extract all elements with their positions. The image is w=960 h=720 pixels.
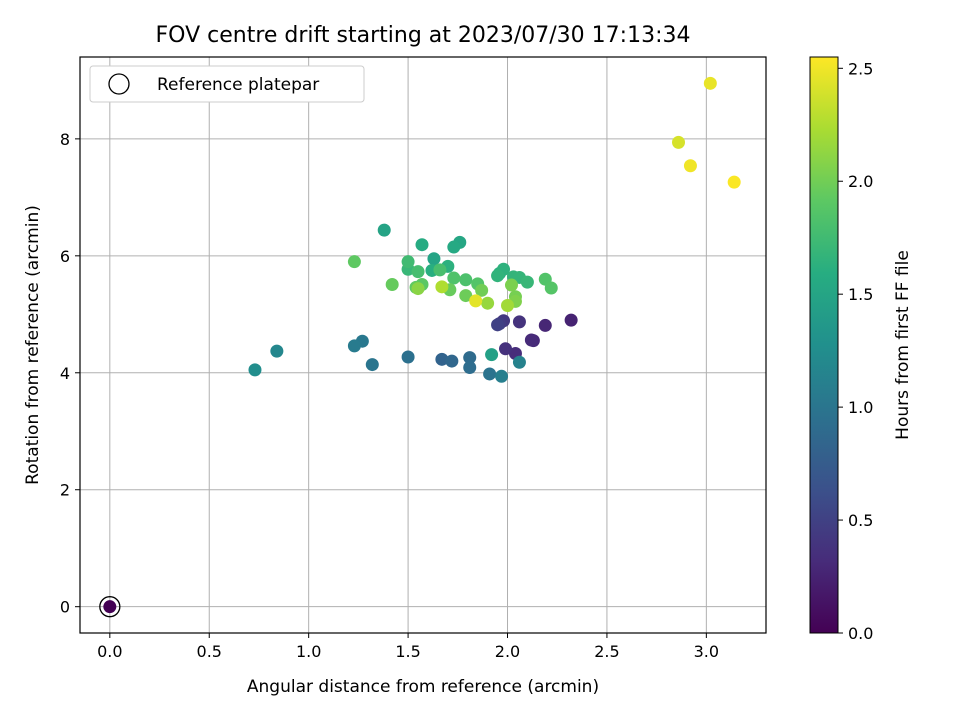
- data-point: [433, 263, 447, 277]
- data-point: [248, 363, 262, 377]
- colorbar-tick-label: 2.5: [848, 59, 873, 78]
- data-point: [544, 281, 558, 295]
- grid-lines: [80, 57, 766, 633]
- y-tick-label: 2: [60, 481, 70, 500]
- data-point: [459, 273, 473, 287]
- x-tick-label: 0.0: [97, 642, 122, 661]
- data-point: [481, 296, 495, 310]
- y-tick-label: 4: [60, 364, 70, 383]
- legend-box: [89, 65, 365, 103]
- data-point: [520, 275, 534, 289]
- data-point: [411, 282, 425, 296]
- colorbar-tick-label: 1.0: [848, 398, 873, 417]
- data-point: [459, 289, 473, 303]
- data-point: [463, 351, 477, 365]
- data-point: [445, 354, 459, 368]
- x-tick-label: 2.0: [495, 642, 520, 661]
- x-tick-label: 2.5: [594, 642, 619, 661]
- legend-marker-icon: [108, 73, 130, 95]
- data-point: [463, 361, 477, 375]
- chart-title: FOV centre drift starting at 2023/07/30 …: [156, 23, 691, 48]
- y-tick-label: 0: [60, 598, 70, 617]
- x-tick-label: 1.5: [395, 642, 420, 661]
- data-points: [99, 76, 741, 618]
- data-point: [499, 342, 513, 356]
- colorbar-ticks: 0.0 0.5 1.0 1.5 2.0 2.5: [838, 59, 873, 643]
- data-point: [475, 283, 489, 297]
- x-tick-label: 1.0: [296, 642, 321, 661]
- data-point: [427, 252, 441, 266]
- colorbar-tick-label: 2.0: [848, 172, 873, 191]
- data-point: [564, 313, 578, 327]
- colorbar-label: Hours from first FF file: [893, 250, 913, 440]
- data-point: [435, 280, 449, 294]
- data-point: [504, 278, 518, 292]
- data-point: [447, 271, 461, 285]
- data-point: [524, 333, 538, 347]
- x-tick-label: 0.5: [197, 642, 222, 661]
- y-tick-label: 8: [60, 130, 70, 149]
- data-point: [483, 367, 497, 381]
- colorbar-tick-label: 0.5: [848, 511, 873, 530]
- data-point: [385, 277, 399, 291]
- data-point: [347, 255, 361, 269]
- data-point: [447, 240, 461, 254]
- data-point: [501, 299, 515, 313]
- x-tick-label: 3.0: [694, 642, 719, 661]
- data-point: [491, 269, 505, 283]
- colorbar: [809, 56, 839, 634]
- colorbar-tick-label: 0.0: [848, 624, 873, 643]
- data-point: [270, 344, 284, 358]
- data-point: [495, 369, 509, 383]
- colorbar-tick-label: 1.5: [848, 285, 873, 304]
- y-axis-ticks: 0 2 4 6 8: [60, 130, 80, 617]
- plot-frame: [79, 56, 767, 634]
- data-point: [365, 358, 379, 372]
- data-point: [538, 318, 552, 332]
- data-point: [683, 159, 697, 173]
- data-point: [727, 175, 741, 189]
- data-point: [411, 265, 425, 279]
- x-axis-ticks: 0.0 0.5 1.0 1.5 2.0 2.5 3.0: [97, 633, 719, 661]
- reference-platepar-marker: [99, 596, 121, 618]
- data-point: [485, 348, 499, 362]
- data-point: [347, 339, 361, 353]
- data-point: [435, 352, 449, 366]
- data-point: [491, 318, 505, 332]
- y-axis-label: Rotation from reference (arcmin): [23, 205, 43, 485]
- legend: Reference platepar: [89, 65, 365, 103]
- data-point: [512, 355, 526, 369]
- data-point: [703, 76, 717, 90]
- data-point: [401, 255, 415, 269]
- data-point: [103, 600, 117, 614]
- data-point: [672, 135, 686, 149]
- data-point: [512, 315, 526, 329]
- data-point: [415, 238, 429, 252]
- data-point: [469, 294, 483, 308]
- y-tick-label: 6: [60, 247, 70, 266]
- legend-entry-reference: Reference platepar: [157, 75, 319, 95]
- data-point: [401, 350, 415, 364]
- data-point: [377, 223, 391, 237]
- x-axis-label: Angular distance from reference (arcmin): [247, 677, 599, 697]
